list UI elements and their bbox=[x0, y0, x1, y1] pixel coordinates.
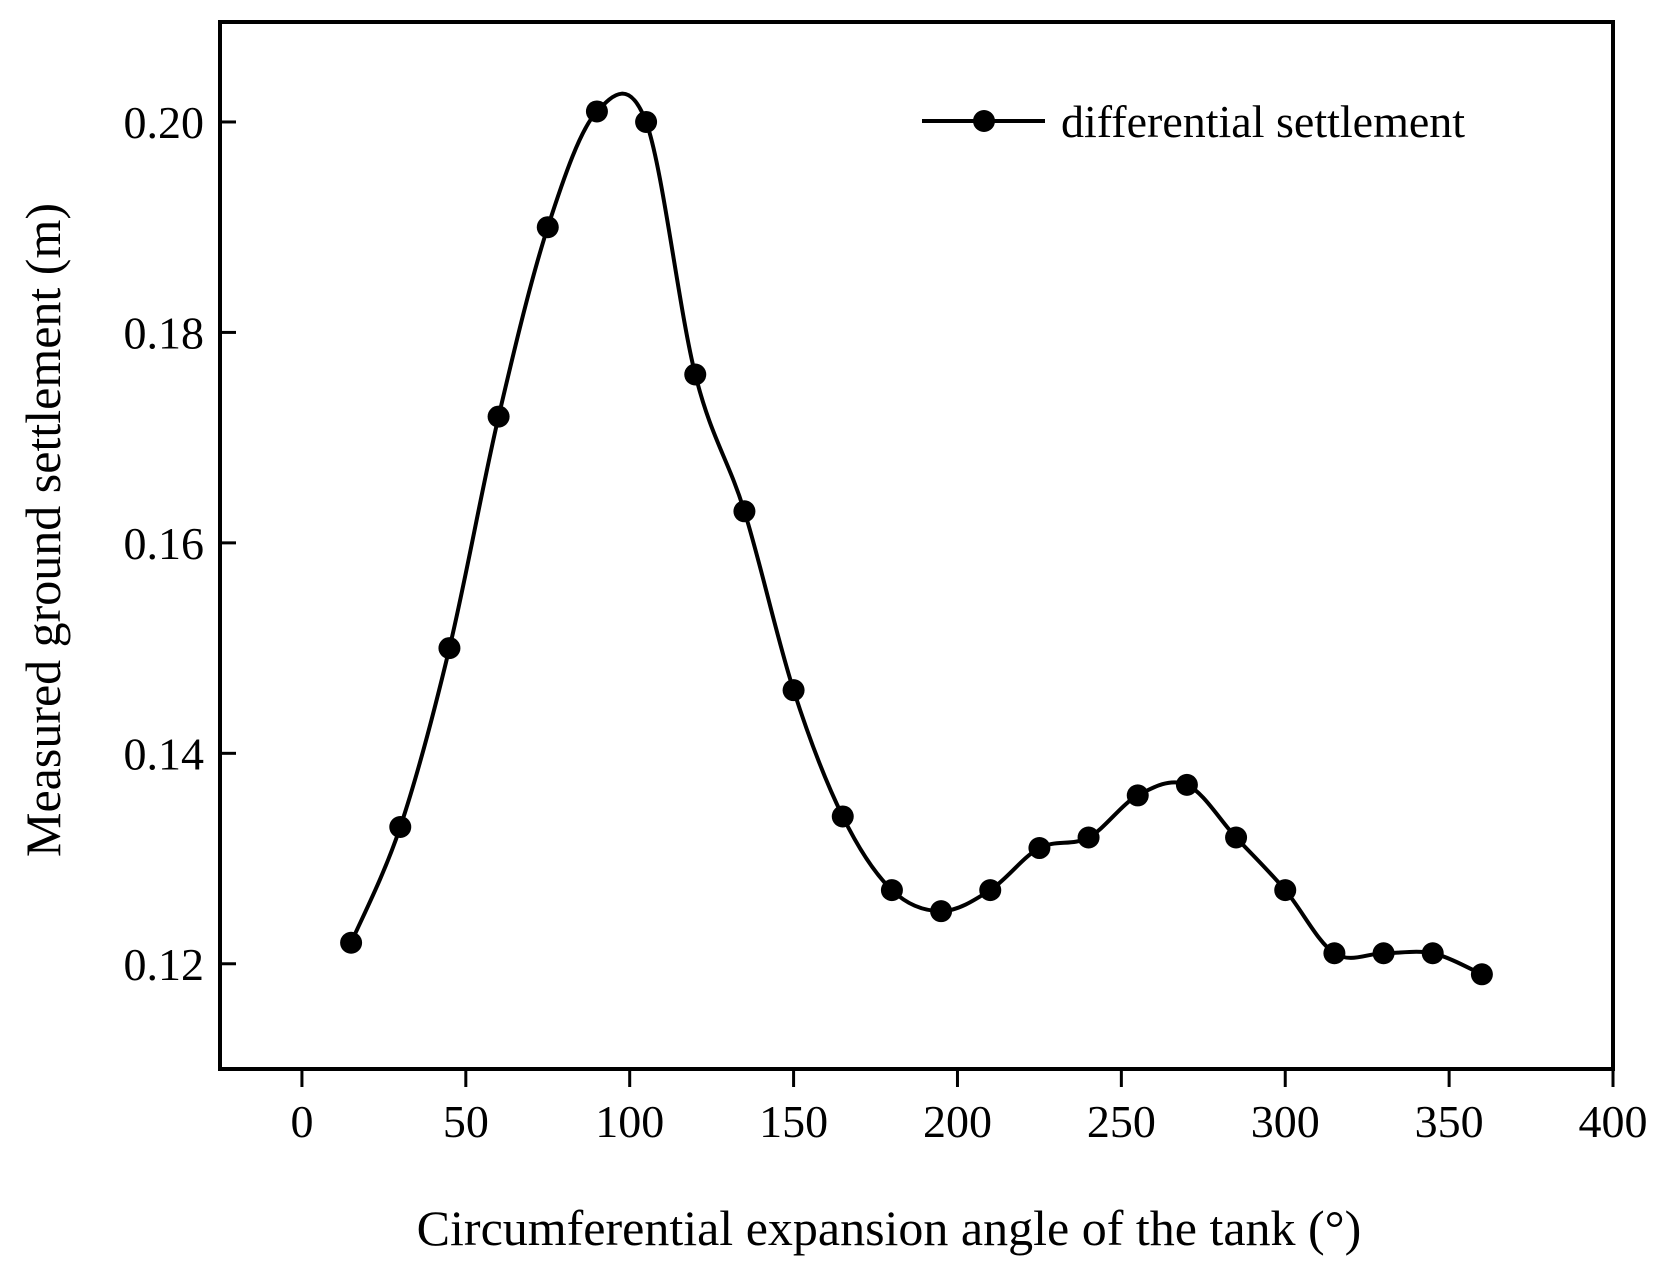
y-tick-label: 0.12 bbox=[124, 939, 205, 990]
x-tick-label: 200 bbox=[923, 1096, 992, 1147]
data-point bbox=[1421, 942, 1444, 965]
x-tick-label: 150 bbox=[759, 1096, 828, 1147]
x-tick-label: 400 bbox=[1579, 1096, 1648, 1147]
x-tick-label: 350 bbox=[1415, 1096, 1484, 1147]
y-tick-label: 0.14 bbox=[124, 728, 205, 779]
data-point bbox=[1274, 879, 1297, 902]
data-point bbox=[684, 363, 707, 386]
x-tick-label: 50 bbox=[443, 1096, 489, 1147]
y-tick-label: 0.20 bbox=[124, 97, 205, 148]
x-tick-label: 300 bbox=[1251, 1096, 1320, 1147]
data-point bbox=[1175, 773, 1198, 796]
data-point bbox=[1028, 837, 1051, 860]
data-point bbox=[930, 900, 953, 923]
y-tick-label: 0.16 bbox=[124, 518, 205, 569]
data-point bbox=[635, 110, 658, 133]
legend: differential settlement bbox=[922, 96, 1465, 147]
data-point bbox=[880, 879, 903, 902]
data-point bbox=[831, 805, 854, 828]
x-axis-title: Circumferential expansion angle of the t… bbox=[417, 1200, 1362, 1256]
data-point bbox=[1077, 826, 1100, 849]
data-point bbox=[585, 100, 608, 123]
x-tick-label: 0 bbox=[290, 1096, 313, 1147]
data-point bbox=[340, 931, 363, 954]
data-point bbox=[487, 405, 510, 428]
data-point bbox=[1225, 826, 1248, 849]
data-point bbox=[536, 216, 559, 239]
x-tick-label: 250 bbox=[1087, 1096, 1156, 1147]
series-line bbox=[349, 91, 1483, 977]
x-axis-ticks: 0 50 100 150 200 250 300 350 400 bbox=[290, 1069, 1648, 1147]
data-point bbox=[1372, 942, 1395, 965]
y-axis-ticks: 0.12 0.14 0.16 0.18 0.20 bbox=[124, 97, 236, 990]
data-point bbox=[1126, 784, 1149, 807]
y-tick-label: 0.18 bbox=[124, 307, 205, 358]
series-layer bbox=[340, 91, 1493, 986]
legend-marker bbox=[973, 110, 995, 132]
data-point bbox=[1323, 942, 1346, 965]
data-point bbox=[782, 679, 805, 702]
data-point bbox=[1470, 963, 1493, 986]
data-point bbox=[733, 500, 756, 523]
plot-frame bbox=[218, 20, 1615, 1071]
data-point bbox=[438, 637, 461, 660]
y-axis-title: Measured ground settlement (m) bbox=[15, 203, 71, 857]
data-point bbox=[979, 879, 1002, 902]
legend-label: differential settlement bbox=[1061, 96, 1465, 147]
x-tick-label: 100 bbox=[595, 1096, 664, 1147]
data-point bbox=[389, 815, 412, 838]
